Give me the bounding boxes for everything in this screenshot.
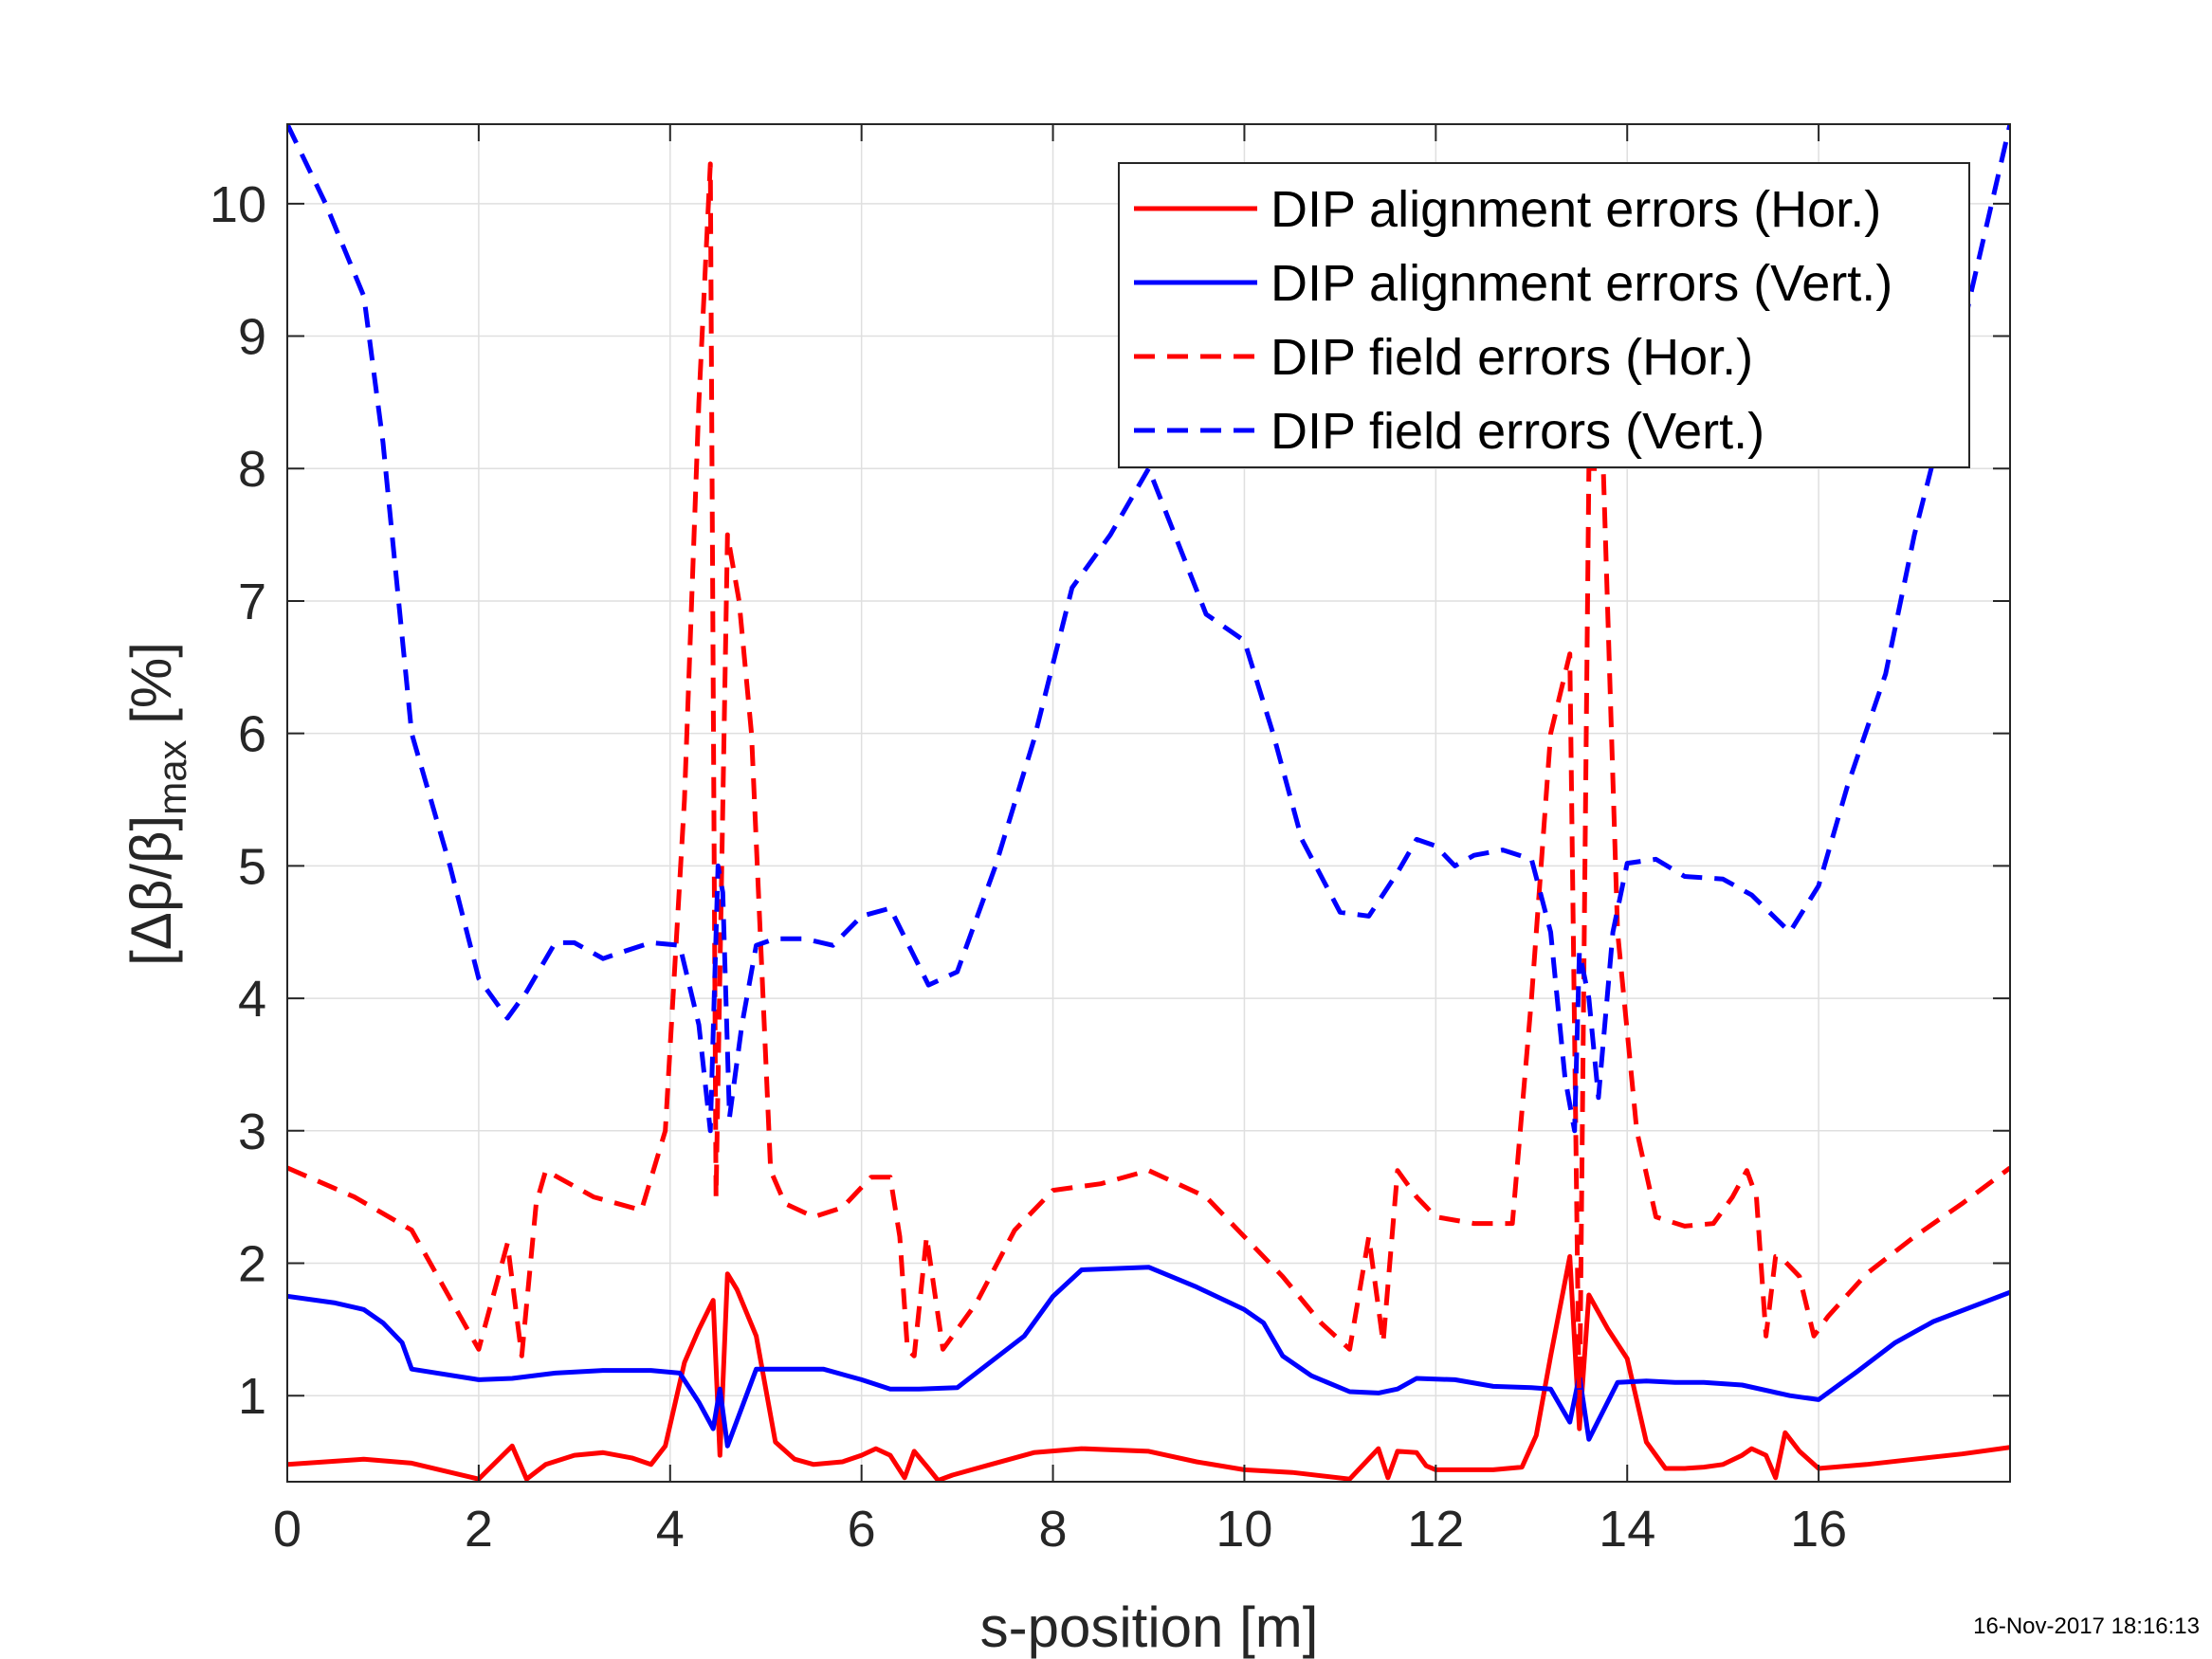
series-line-1 [287, 1254, 2010, 1482]
x-tick-label: 8 [1039, 1501, 1068, 1558]
legend-label-4: DIP field errors (Vert.) [1271, 403, 1764, 460]
x-tick-label: 16 [1790, 1501, 1847, 1558]
y-tick-label: 9 [238, 309, 266, 366]
legend-box [1118, 162, 1970, 468]
y-axis-label-text: [Δβ/β]max [%] [119, 642, 194, 966]
series-line-3 [287, 161, 2010, 1425]
legend: DIP alignment errors (Hor.) DIP alignment… [1118, 162, 1970, 468]
timestamp: 16-Nov-2017 18:16:13 [1973, 1613, 2200, 1639]
y-axis-label-main: [Δβ/β] [119, 815, 183, 966]
x-tick-label: 6 [848, 1501, 876, 1558]
y-tick-label: 8 [238, 441, 266, 498]
y-axis-label-subscript: max [150, 739, 194, 814]
legend-label-1: DIP alignment errors (Hor.) [1271, 181, 1881, 238]
x-tick-label: 12 [1407, 1501, 1464, 1558]
y-tick-label: 7 [238, 574, 266, 630]
series-line-2 [287, 1265, 2010, 1449]
legend-label-3: DIP field errors (Hor.) [1271, 329, 1753, 386]
x-tick-label: 10 [1216, 1501, 1272, 1558]
y-tick-label: 3 [238, 1103, 266, 1160]
x-tick-label: 14 [1599, 1501, 1655, 1558]
y-tick-label: 1 [238, 1368, 266, 1425]
series-group [287, 124, 2010, 1482]
x-tick-label: 4 [656, 1501, 685, 1558]
y-tick-label: 10 [210, 176, 266, 233]
y-tick-label: 4 [238, 971, 266, 1028]
x-tick-label: 2 [465, 1501, 493, 1558]
axis-ticks [286, 124, 2010, 1482]
x-axis-label: s-position [m] [980, 1595, 1319, 1659]
y-axis-label: [Δβ/β]max [%] [119, 642, 194, 966]
y-tick-label: 5 [238, 838, 266, 895]
y-tick-label: 6 [238, 706, 266, 763]
y-axis-label-unit: [%] [119, 642, 183, 739]
x-tick-label: 0 [273, 1501, 302, 1558]
y-tick-label: 2 [238, 1235, 266, 1292]
axes-box [286, 123, 2011, 1483]
series-line-4 [287, 124, 2010, 1134]
legend-label-2: DIP alignment errors (Vert.) [1271, 255, 1892, 312]
